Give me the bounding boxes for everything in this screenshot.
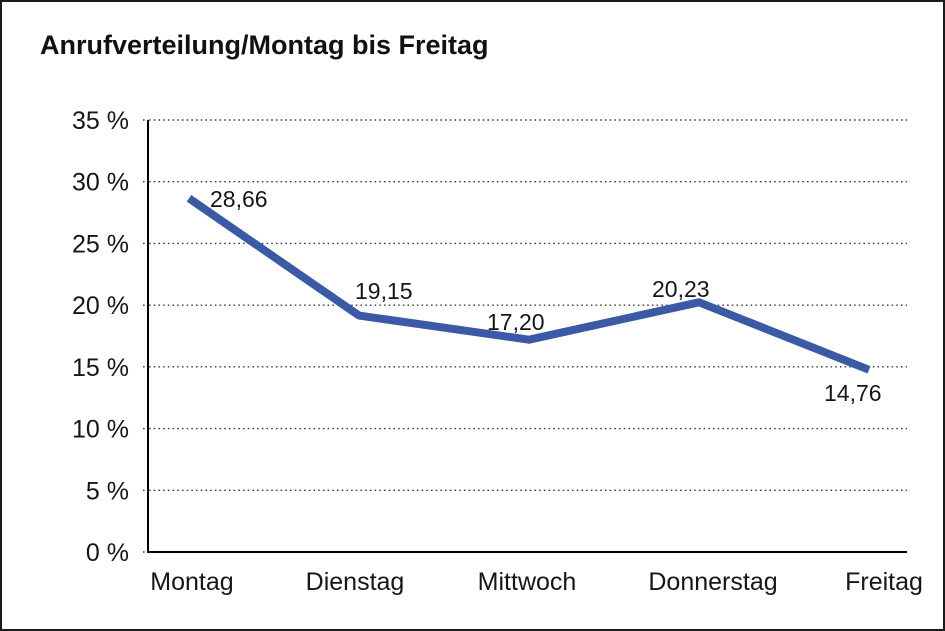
point-value-label: 19,15 — [355, 278, 413, 304]
x-axis-category-label: Mittwoch — [478, 568, 577, 596]
x-axis-category-label: Dienstag — [306, 568, 405, 596]
point-value-label: 20,23 — [652, 276, 710, 302]
chart-title: Anrufverteilung/Montag bis Freitag — [40, 30, 489, 60]
x-axis-category-label: Donnerstag — [648, 568, 777, 596]
series-line — [186, 195, 871, 374]
point-value-label: 14,76 — [824, 380, 882, 406]
y-axis-tick-label: 25 % — [72, 230, 129, 258]
y-axis-tick-label: 35 % — [72, 107, 129, 135]
y-axis-tick-label: 0 % — [86, 539, 129, 567]
point-value-label: 28,66 — [210, 186, 268, 212]
y-axis-tick-label: 30 % — [72, 169, 129, 197]
point-value-label: 17,20 — [487, 309, 545, 335]
y-axis-tick-label: 15 % — [72, 354, 129, 382]
y-axis-tick-label: 5 % — [86, 477, 129, 505]
y-axis-tick-label: 20 % — [72, 292, 129, 320]
x-axis-category-label: Montag — [150, 568, 233, 596]
x-axis-category-label: Freitag — [845, 568, 923, 596]
y-axis-tick-label: 10 % — [72, 416, 129, 444]
